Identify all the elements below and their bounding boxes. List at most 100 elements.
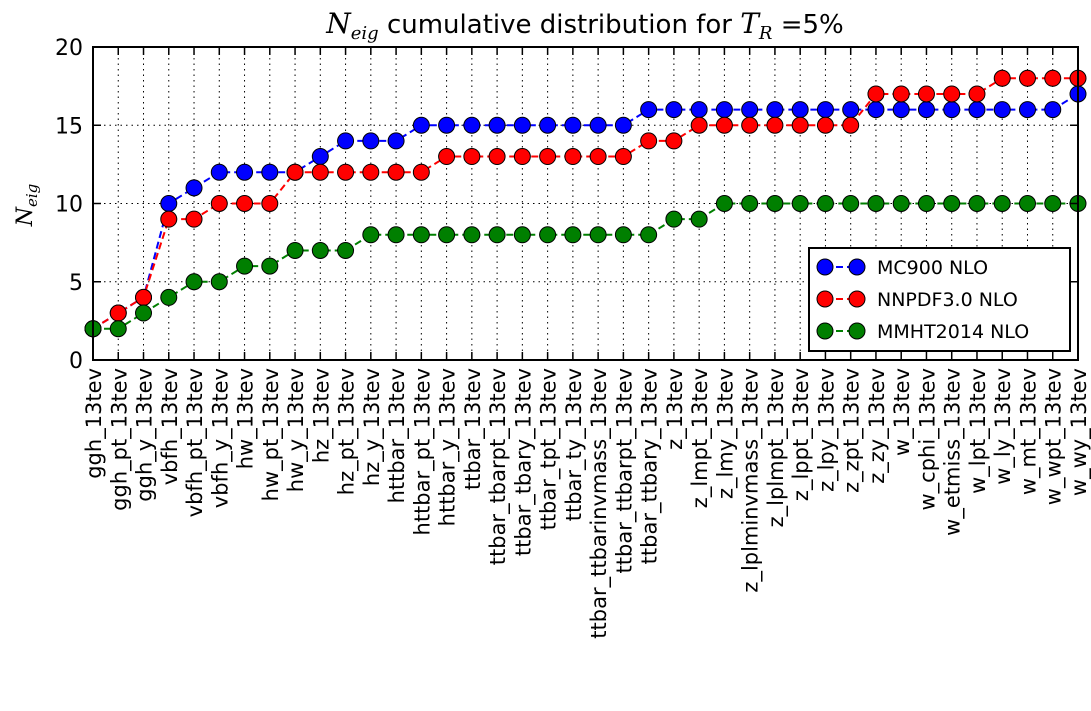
data-point xyxy=(261,257,279,275)
x-tick-label: ggh_y_13tev xyxy=(133,368,158,502)
data-point xyxy=(160,288,178,306)
data-point xyxy=(210,273,228,291)
x-tick-label: w_13tev xyxy=(890,368,915,456)
x-tick-label: vbfh_13tev xyxy=(158,368,183,485)
data-point xyxy=(362,132,380,150)
data-point xyxy=(513,116,531,134)
data-point xyxy=(640,226,658,244)
data-point xyxy=(842,116,860,134)
x-tick-label: w_wpt_13tev xyxy=(1042,368,1067,505)
data-point xyxy=(690,210,708,228)
data-point xyxy=(816,116,834,134)
data-point xyxy=(185,210,203,228)
data-point xyxy=(867,101,885,119)
data-point xyxy=(488,226,506,244)
data-point xyxy=(665,210,683,228)
data-point xyxy=(640,101,658,119)
x-tick-label: ttbar_ttbarinvmass_13tev xyxy=(587,368,612,639)
y-tick-label: 15 xyxy=(55,114,83,139)
data-point xyxy=(1044,195,1062,212)
data-point xyxy=(766,116,784,134)
data-point xyxy=(362,163,380,181)
ylabel-sub: eig xyxy=(23,184,41,207)
data-point xyxy=(412,116,430,134)
legend-label: MC900 NLO xyxy=(877,257,988,279)
legend-marker xyxy=(816,322,834,340)
data-point xyxy=(943,85,961,103)
data-point xyxy=(842,101,860,119)
data-point xyxy=(438,116,456,134)
x-tick-label: ttbar_tbarpt_13tev xyxy=(486,368,511,565)
data-point xyxy=(943,101,961,119)
data-point xyxy=(387,226,405,244)
x-tick-label: ttbar_ttbary_13tev xyxy=(638,368,663,564)
legend-marker xyxy=(816,258,834,276)
x-tick-label: z_lplminvmass_13tev xyxy=(739,368,764,593)
data-point xyxy=(236,195,254,212)
data-point xyxy=(690,116,708,134)
data-point xyxy=(614,226,632,244)
series-line xyxy=(92,77,1078,330)
data-point xyxy=(488,148,506,166)
data-point xyxy=(412,163,430,181)
x-tick-label: w_cphi_13tev xyxy=(915,368,940,511)
data-point xyxy=(160,210,178,228)
data-point xyxy=(665,101,683,119)
data-point xyxy=(690,101,708,119)
x-tick-label: vbfh_y_13tev xyxy=(208,368,233,508)
legend-label: MMHT2014 NLO xyxy=(877,321,1029,343)
data-point xyxy=(589,148,607,166)
data-point xyxy=(236,257,254,275)
x-tick-label: w_wy_13tev xyxy=(1067,368,1091,496)
x-tick-label: hz_13tev xyxy=(309,368,334,463)
data-point xyxy=(614,148,632,166)
data-point xyxy=(1018,69,1036,87)
title-n-main: N xyxy=(325,7,352,40)
data-point xyxy=(766,101,784,119)
data-point xyxy=(210,195,228,212)
data-point xyxy=(715,195,733,212)
x-tick-label: httbar_pt_13tev xyxy=(410,368,435,535)
x-tick-label: hz_pt_13tev xyxy=(335,368,360,495)
x-tick-label: z_zy_13tev xyxy=(865,368,890,484)
data-point xyxy=(1018,101,1036,119)
legend-label: NNPDF3.0 NLO xyxy=(877,289,1018,311)
data-point xyxy=(968,85,986,103)
legend: MC900 NLO NNPDF3.0 NLO MMHT2014 NLO xyxy=(808,247,1071,352)
legend-marker xyxy=(848,258,866,276)
data-point xyxy=(286,163,304,181)
x-tick-label: z_lplmpt_13tev xyxy=(764,368,789,527)
data-point xyxy=(917,195,935,212)
x-tick-label: ggh_pt_13tev xyxy=(107,368,132,511)
y-axis-label: Neig xyxy=(13,184,41,228)
x-tick-label: z_lmy_13tev xyxy=(713,368,738,499)
data-point xyxy=(614,116,632,134)
x-tick-label: ttbar_tpt_13tev xyxy=(537,368,562,530)
legend-marker xyxy=(816,290,834,308)
data-point xyxy=(867,195,885,212)
data-point xyxy=(412,226,430,244)
title-t-sub: R xyxy=(758,23,773,44)
data-point xyxy=(968,101,986,119)
series-1 xyxy=(84,69,1087,338)
data-point xyxy=(993,69,1011,87)
x-tick-label: hw_13tev xyxy=(234,368,259,469)
x-tick-label: w_mt_13tev xyxy=(1016,368,1041,495)
data-point xyxy=(665,132,683,150)
title-t-main: T xyxy=(740,7,761,40)
x-tick-label: z_lpy_13tev xyxy=(814,368,839,492)
data-point xyxy=(463,226,481,244)
data-point xyxy=(185,273,203,291)
data-point xyxy=(564,226,582,244)
data-point xyxy=(539,148,557,166)
chart-title: Neig cumulative distribution for TR =5% xyxy=(325,7,844,44)
ticks: 0 5 10 15 20 ggh_13tev ggh_pt_13tev ggh_y_13tev… xyxy=(55,36,1091,639)
data-point xyxy=(311,163,329,181)
data-point xyxy=(337,241,355,259)
data-point xyxy=(791,101,809,119)
data-point xyxy=(185,179,203,197)
data-point xyxy=(917,101,935,119)
data-point xyxy=(1044,69,1062,87)
data-point xyxy=(892,101,910,119)
